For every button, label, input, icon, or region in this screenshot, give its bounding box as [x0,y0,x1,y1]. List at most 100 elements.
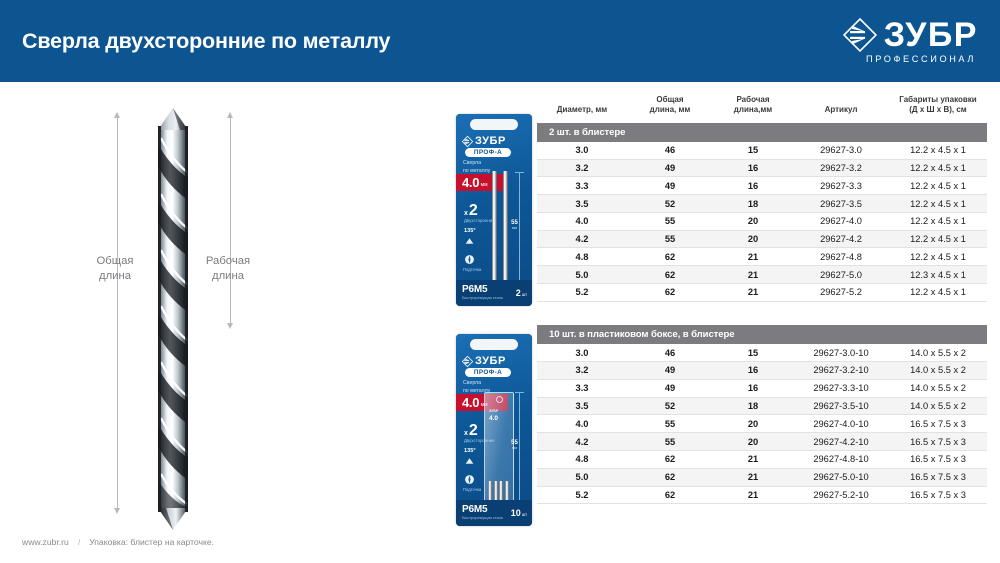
cell-diameter: 5.0 [537,265,627,285]
cell-package-dims: 16.5 х 7.5 х 3 [889,468,987,487]
table-row: 5.2 62 21 29627-5.2-10 16.5 х 7.5 х 3 [537,486,987,505]
box-hang-hole [496,396,503,403]
cell-package-dims: 16.5 х 7.5 х 3 [889,432,987,451]
table-row: 5.0 62 21 29627-5.0-10 16.5 х 7.5 х 3 [537,468,987,487]
page-title: Сверла двухсторонние по металлу [22,28,391,53]
dimension-line [519,392,520,512]
cell-total-length: 49 [627,176,713,196]
header-line2: длина, мм [649,105,691,115]
cell-total-length: 55 [627,432,713,451]
cell-work-length: 21 [713,486,793,505]
drill-point-angle-icon [465,238,474,244]
table-row: 4.2 55 20 29627-4.2-10 16.5 х 7.5 х 3 [537,432,987,451]
cell-work-length: 21 [713,265,793,285]
drill-bit [493,481,498,507]
cell-article: 29627-4.8-10 [793,450,889,469]
cell-package-dims: 16.5 х 7.5 х 3 [889,450,987,469]
footer-website[interactable]: www.zubr.ru [22,537,69,547]
work-length-label-line1: Рабочая [205,255,251,267]
package-footer: Р6М5 Быстрорежущая сталь 10 шт [456,500,532,526]
package-length-dimension: 55 мм [509,392,525,513]
drill-bit [488,481,492,507]
cell-package-dims: 12.2 х 4.5 х 1 [889,194,987,213]
cell-article: 29627-4.0 [793,212,889,231]
table-row: 3.0 46 15 29627-3.0 12.2 х 4.5 х 1 [537,141,987,160]
package-length-value: 55 мм [508,220,521,231]
work-length-arrow-top [227,112,233,118]
cell-total-length: 62 [627,283,713,302]
column-header-diameter: Диаметр, мм [537,92,627,123]
dimension-unit: мм [512,445,517,450]
table-row: 5.0 62 21 29627-5.0 12.3 х 4.5 х 1 [537,265,987,285]
spacer-row [537,301,987,325]
cell-work-length: 18 [713,194,793,213]
cell-total-length: 49 [627,379,713,398]
cell-article: 29627-5.2-10 [793,486,889,505]
header-line1: Общая [656,95,684,104]
header-line1: Габариты упаковки [899,95,977,104]
zubr-diamond-arrow-icon [842,18,877,52]
package-logo: ЗУБР [462,135,506,147]
box-drill-bits [488,481,512,507]
cell-article: 29627-3.2 [793,159,889,178]
table-row: 3.3 49 16 29627-3.3 12.2 х 4.5 х 1 [537,176,987,196]
drill-bit [499,481,504,507]
cell-diameter: 4.8 [537,450,627,469]
cell-article: 29627-5.0 [793,265,889,285]
table-row: 3.2 49 16 29627-3.2 12.2 х 4.5 х 1 [537,159,987,178]
package-subtitle-line1: Сверла [463,160,481,166]
table-row: 3.5 52 18 29627-3.5-10 14.0 х 5.5 х 2 [537,397,987,416]
header-line1: Артикул [824,105,858,115]
cell-work-length: 21 [713,283,793,302]
cell-diameter: 5.2 [537,283,627,302]
drill-illustration: Общая длина Рабочая длина [0,86,430,530]
double-ended-drill-bit-icon [158,108,188,530]
package-subtitle-line2: по металлу [463,167,491,174]
cell-package-dims: 14.0 х 5.5 х 2 [889,379,987,398]
package-logo-word: ЗУБР [475,355,506,367]
table-row: 3.5 52 18 29627-3.5 12.2 х 4.5 х 1 [537,194,987,213]
cell-diameter: 4.2 [537,230,627,249]
cell-package-dims: 16.5 х 7.5 х 3 [889,414,987,434]
cell-package-dims: 12.2 х 4.5 х 1 [889,283,987,302]
section-header-blister-2pc: 2 шт. в блистере [537,122,987,142]
table-row: 4.8 62 21 29627-4.8-10 16.5 х 7.5 х 3 [537,450,987,469]
table-header-row: Диаметр, мм Общая длина, мм Рабочая длин… [537,92,987,123]
cell-diameter: 3.5 [537,397,627,416]
package-feature-caption: Подточка [463,487,482,492]
drill-point-angle-icon [465,458,474,464]
section-title: 2 шт. в блистере [537,122,987,142]
column-header-work-length: Рабочая длина,мм [713,92,793,123]
cell-package-dims: 16.5 х 7.5 х 3 [889,486,987,505]
cell-package-dims: 12.2 х 4.5 х 1 [889,141,987,160]
cell-article: 29627-3.2-10 [793,361,889,380]
table-gap [537,301,987,325]
logo-wordmark: ЗУБР [883,15,978,54]
cell-article: 29627-4.0-10 [793,414,889,434]
logo-tagline: ПРОФЕССИОНАЛ [865,54,976,64]
package-count-unit: шт [521,292,527,297]
work-length-label-line2: длина [211,270,244,283]
cell-work-length: 16 [713,361,793,380]
package-subtitle-line1: Сверла [463,380,481,386]
cell-total-length: 46 [627,141,713,160]
dimension-tick-top [515,172,524,173]
header-line1: Диаметр, мм [556,105,608,115]
column-header-total-length: Общая длина, мм [627,92,713,123]
dimension-tick-top [515,392,524,393]
table-row: 3.3 49 16 29627-3.3-10 14.0 х 5.5 х 2 [537,379,987,398]
brand-logo: ЗУБР ПРОФЕССИОНАЛ [842,15,978,64]
package-steel-grade: Р6М5 [462,504,488,515]
section-header-blister-10pc: 10 шт. в пластиковом боксе, в блистере [537,325,987,345]
hang-hole [470,119,518,130]
package-count: 10 шт [511,508,527,518]
total-length-label-line1: Общая [96,255,134,267]
hang-hole [470,339,518,350]
package-diameter-value: 4.0 [462,175,480,190]
cell-diameter: 4.0 [537,212,627,231]
cell-total-length: 62 [627,486,713,505]
package-logo: ЗУБР [462,355,506,367]
cell-article: 29627-5.2 [793,283,889,302]
package-count-number: 2 [515,288,521,298]
